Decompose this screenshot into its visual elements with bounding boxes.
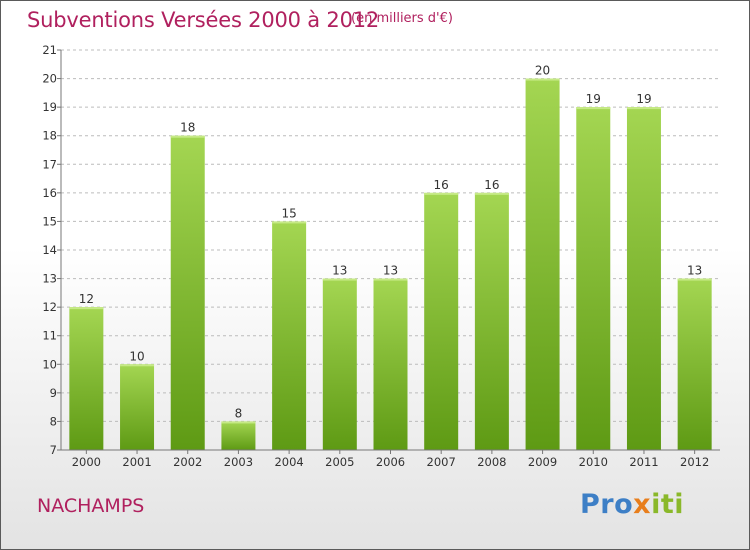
x-tick-label: 2007 <box>427 455 456 469</box>
x-tick-label: 2001 <box>122 455 151 469</box>
x-tick-label: 2009 <box>528 455 557 469</box>
x-tick-label: 2005 <box>325 455 354 469</box>
bar-top-highlight <box>373 278 408 281</box>
data-label: 15 <box>281 206 296 220</box>
data-label: 20 <box>535 64 550 78</box>
y-tick-label: 20 <box>42 72 57 86</box>
y-tick-label: 16 <box>42 186 57 200</box>
logo-part-3: iti <box>651 489 684 520</box>
bar-top-highlight <box>474 192 509 195</box>
x-tick-label: 2000 <box>72 455 101 469</box>
logo-part-1: Pro <box>580 489 634 520</box>
y-tick-label: 8 <box>50 414 57 428</box>
bar-2006 <box>373 278 408 450</box>
y-tick-label: 10 <box>42 357 57 371</box>
y-tick-label: 14 <box>42 243 57 257</box>
bar-2010 <box>576 107 611 451</box>
y-tick-label: 13 <box>42 272 57 286</box>
y-tick-label: 17 <box>42 157 57 171</box>
data-label: 8 <box>235 406 243 420</box>
chart-title: Subventions Versées 2000 à 2012 <box>27 8 380 32</box>
logo-part-2: x <box>633 489 652 520</box>
y-tick-label: 21 <box>42 43 57 57</box>
y-tick-label: 15 <box>42 214 57 228</box>
data-label: 13 <box>383 264 398 278</box>
x-tick-label: 2006 <box>376 455 405 469</box>
bar-2009 <box>525 78 560 451</box>
data-label: 19 <box>586 92 601 106</box>
y-tick-label: 18 <box>42 129 57 143</box>
chart-subtitle: (en milliers d'€) <box>351 11 453 26</box>
bar-2007 <box>424 192 459 450</box>
bar-2000 <box>69 307 104 450</box>
commune-name: NACHAMPS <box>37 495 145 517</box>
data-label: 16 <box>484 178 499 192</box>
x-tick-label: 2010 <box>579 455 608 469</box>
y-tick-label: 19 <box>42 100 57 114</box>
bar-top-highlight <box>322 278 357 281</box>
bar-2008 <box>474 192 509 450</box>
bar-2011 <box>626 107 661 451</box>
x-tick-label: 2004 <box>274 455 303 469</box>
bar-top-highlight <box>576 107 611 110</box>
data-label: 19 <box>636 92 651 106</box>
data-label: 12 <box>79 292 94 306</box>
data-label: 16 <box>434 178 449 192</box>
bar-top-highlight <box>626 107 661 110</box>
data-label: 10 <box>129 349 144 363</box>
bar-2005 <box>322 278 357 450</box>
data-label: 13 <box>687 264 702 278</box>
x-tick-label: 2008 <box>477 455 506 469</box>
bar-top-highlight <box>221 421 256 424</box>
bar-top-highlight <box>525 78 560 81</box>
bars <box>69 78 712 451</box>
data-label: 18 <box>180 121 195 135</box>
proxiti-logo: Proxiti <box>580 489 684 520</box>
y-tick-label: 7 <box>50 443 57 457</box>
x-tick-label: 2011 <box>629 455 658 469</box>
axes <box>57 49 720 454</box>
bar-top-highlight <box>69 307 104 310</box>
x-tick-label: 2003 <box>224 455 253 469</box>
bar-top-highlight <box>424 192 459 195</box>
bar-top-highlight <box>677 278 712 281</box>
labels: 7 8 9 10 11 12 13 14 15 16 17 18 19 20 21 12 2000 10 2001 1… <box>42 43 709 469</box>
bar-2003 <box>221 421 256 450</box>
y-tick-label: 9 <box>50 386 57 400</box>
bar-2012 <box>677 278 712 450</box>
bar-2001 <box>120 364 155 450</box>
bar-top-highlight <box>120 364 155 367</box>
bar-top-highlight <box>272 221 307 224</box>
y-tick-label: 11 <box>42 329 57 343</box>
x-tick-label: 2002 <box>173 455 202 469</box>
data-label: 13 <box>332 264 347 278</box>
bar-2004 <box>272 221 307 450</box>
y-tick-label: 12 <box>42 300 57 314</box>
bar-top-highlight <box>170 135 205 138</box>
x-tick-label: 2012 <box>680 455 709 469</box>
bar-2002 <box>170 135 205 450</box>
